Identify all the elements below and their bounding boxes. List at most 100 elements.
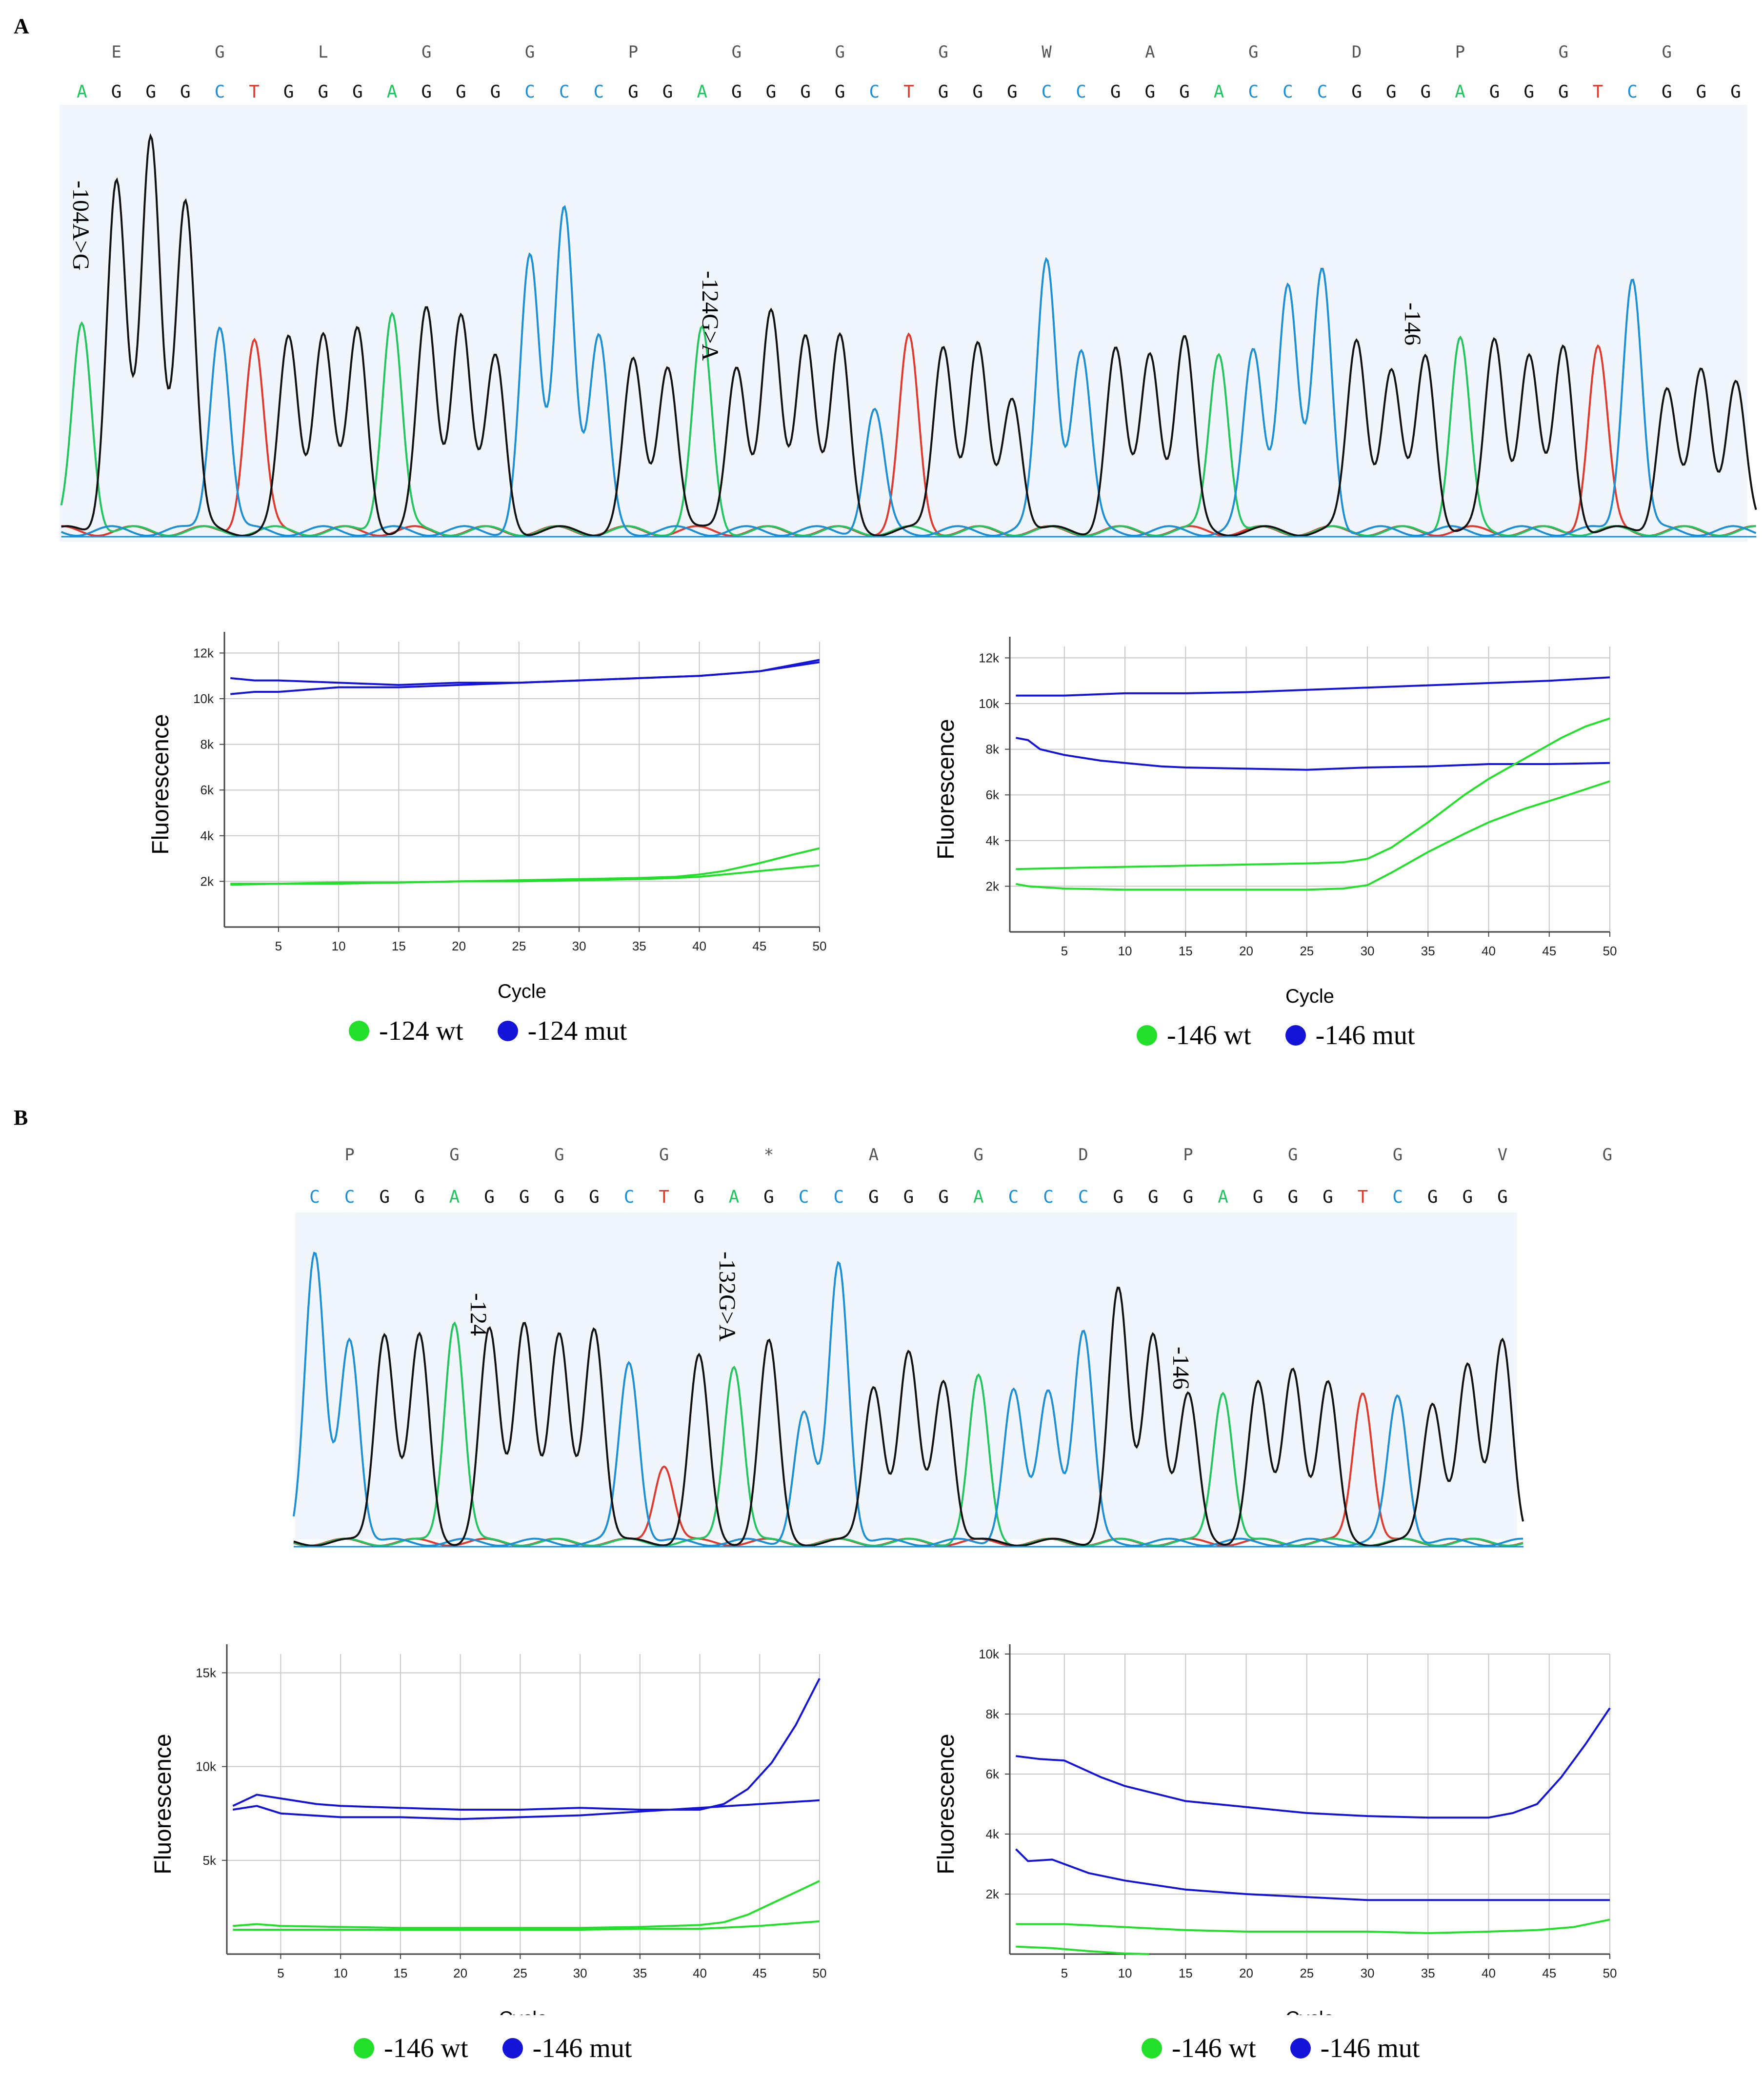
amino-acid-label: G bbox=[525, 42, 535, 62]
base-call-label: G bbox=[554, 1187, 564, 1207]
base-call-label: G bbox=[379, 1187, 390, 1207]
x-tick-label: 25 bbox=[512, 939, 526, 953]
legend-dot-wt bbox=[1137, 1025, 1157, 1046]
base-call-label: G bbox=[1421, 82, 1431, 102]
base-call-label: C bbox=[1283, 82, 1293, 102]
base-call-label: G bbox=[1351, 82, 1362, 102]
x-tick-label: 50 bbox=[813, 1966, 827, 1980]
amino-acid-label: G bbox=[1393, 1145, 1403, 1165]
base-call-label: G bbox=[180, 82, 191, 102]
amino-acid-label: G bbox=[554, 1145, 564, 1165]
base-call-label: A bbox=[729, 1187, 740, 1207]
series-line-wt bbox=[230, 864, 820, 886]
x-tick-label: 50 bbox=[1603, 944, 1617, 958]
grid bbox=[1010, 646, 1610, 932]
y-tick-label: 6k bbox=[200, 783, 214, 797]
x-tick-label: 10 bbox=[1118, 1966, 1132, 1980]
x-tick-label: 30 bbox=[573, 1966, 587, 1980]
amino-acid-label: A bbox=[1145, 42, 1155, 62]
base-call-label: G bbox=[1497, 1187, 1508, 1207]
legend-label-mut: -146 mut bbox=[1315, 1020, 1415, 1050]
base-call-label: G bbox=[1696, 82, 1707, 102]
x-tick-label: 50 bbox=[813, 939, 827, 953]
series-line-wt bbox=[1016, 1918, 1610, 1934]
chromatogram-b-background bbox=[295, 1212, 1517, 1539]
x-tick-label: 30 bbox=[572, 939, 586, 953]
base-call-label: A bbox=[1214, 82, 1224, 102]
x-tick-label: 20 bbox=[1239, 944, 1253, 958]
base-call-label: G bbox=[1730, 82, 1741, 102]
trace-c bbox=[293, 1251, 1523, 1547]
amino-acid-label: G bbox=[1662, 42, 1672, 62]
y-tick-label: 10k bbox=[979, 1647, 1000, 1661]
series-line-mut bbox=[230, 661, 820, 695]
base-call-label: G bbox=[145, 82, 156, 102]
y-axis-label: Fluorescence bbox=[150, 1734, 176, 1874]
x-tick-label: 35 bbox=[1421, 944, 1435, 958]
base-call-label: G bbox=[283, 82, 294, 102]
base-call-label: T bbox=[903, 82, 914, 102]
base-call-label: A bbox=[1218, 1187, 1228, 1207]
base-call-label: C bbox=[1392, 1187, 1403, 1207]
amino-acid-label: P bbox=[344, 1145, 354, 1165]
base-call-label: A bbox=[77, 82, 87, 102]
qpcr-chart-a-right: 5 10 15 20 25 30 35 40 45 50 2k 4k 6k 8k 10k 12k Cycle Fl… bbox=[933, 637, 1617, 1007]
chromatogram-b: P G G G * A G D P G G V G C C G G A G G G G C T G A G C C G G G A C C C G G G… bbox=[293, 1145, 1612, 1548]
x-tick-label: 10 bbox=[332, 939, 346, 953]
grid bbox=[227, 1654, 820, 1954]
base-call-label: T bbox=[1593, 82, 1604, 102]
chromatogram-a-background bbox=[60, 105, 1747, 542]
x-tick-label: 45 bbox=[1542, 944, 1556, 958]
series-line-mut bbox=[1015, 1848, 1610, 1901]
base-call-label: G bbox=[1253, 1187, 1263, 1207]
x-tick-label: 15 bbox=[392, 939, 406, 953]
base-call-label: C bbox=[344, 1187, 355, 1207]
base-call-label: G bbox=[484, 1187, 495, 1207]
legend-dot-wt bbox=[349, 1021, 369, 1041]
x-tick-label: 20 bbox=[1239, 1966, 1253, 1980]
base-call-label: G bbox=[1287, 1187, 1298, 1207]
base-call-label: C bbox=[215, 82, 225, 102]
amino-acid-label: P bbox=[1183, 1145, 1193, 1165]
series-line-wt bbox=[230, 847, 820, 885]
series-line-wt bbox=[1016, 1945, 1149, 1955]
base-call-label: G bbox=[1558, 82, 1569, 102]
base-call-label: G bbox=[318, 82, 329, 102]
legend-dot-wt bbox=[354, 2038, 374, 2059]
y-tick-label: 4k bbox=[986, 833, 1000, 848]
annotation-104: -104A>G bbox=[68, 181, 94, 270]
x-tick-label: 5 bbox=[1061, 1966, 1068, 1980]
series-line-wt bbox=[233, 1880, 820, 1929]
y-tick-label: 12k bbox=[979, 650, 1000, 665]
x-tick-label: 15 bbox=[1179, 944, 1193, 958]
y-tick-label: 4k bbox=[200, 828, 214, 843]
base-call-label: G bbox=[938, 1187, 949, 1207]
base-call-label: G bbox=[628, 82, 639, 102]
base-call-label: C bbox=[309, 1187, 320, 1207]
annotation-124: -124G>A bbox=[697, 271, 723, 361]
x-axis-label: Cycle bbox=[498, 981, 546, 1002]
x-tick-label: 25 bbox=[1300, 944, 1314, 958]
amino-acid-label: P bbox=[628, 42, 638, 62]
panel-label-a: A bbox=[14, 14, 29, 38]
legend-dot-wt bbox=[1142, 2038, 1162, 2059]
legend-label-mut: -146 mut bbox=[1320, 2033, 1420, 2063]
annotation-146-b: -146 bbox=[1168, 1347, 1194, 1390]
legend-label-wt: -146 wt bbox=[1167, 1020, 1251, 1050]
base-call-label: A bbox=[697, 82, 707, 102]
base-call-label: G bbox=[519, 1187, 530, 1207]
base-call-label: G bbox=[352, 82, 363, 102]
base-call-label: C bbox=[594, 82, 604, 102]
base-call-label: G bbox=[1145, 82, 1156, 102]
base-call-label: G bbox=[1113, 1187, 1123, 1207]
base-call-label: C bbox=[1043, 1187, 1054, 1207]
base-call-label: G bbox=[1110, 82, 1121, 102]
amino-acid-label: L bbox=[318, 42, 328, 62]
amino-acid-label: W bbox=[1042, 42, 1052, 62]
base-call-label: G bbox=[731, 82, 742, 102]
qpcr-chart-a-left: 5 10 15 20 25 30 35 40 45 50 2k 4k 6k 8k 10k 12k Cycle Fl… bbox=[148, 632, 827, 1002]
base-call-label: G bbox=[1179, 82, 1190, 102]
x-tick-label: 35 bbox=[632, 939, 646, 953]
series-line-mut bbox=[1016, 737, 1610, 771]
base-call-label: C bbox=[869, 82, 880, 102]
